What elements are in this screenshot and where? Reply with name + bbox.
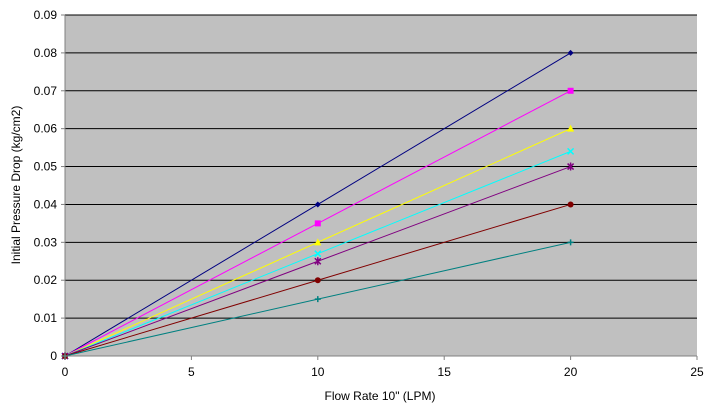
- plot-area: [65, 15, 697, 356]
- y-tick-label-0: 0: [50, 349, 57, 363]
- y-tick-label-7: 0.07: [34, 84, 58, 98]
- y-tick-label-3: 0.03: [34, 235, 58, 249]
- data-point-3-1: [314, 250, 322, 258]
- data-point-5-2: [567, 201, 574, 208]
- x-tick-labels: 0 5 10 15 20 25: [62, 356, 704, 379]
- x-tick-label-3: 15: [438, 365, 452, 379]
- data-point-2-2: [567, 124, 575, 132]
- data-point-6-1: [314, 296, 321, 303]
- data-point-0-1: [314, 201, 321, 208]
- data-point-3-2: [567, 147, 575, 155]
- data-point-1-1: [314, 220, 321, 227]
- y-tick-label-5: 0.05: [34, 160, 58, 174]
- y-tick-labels: 0 0.01 0.02 0.03 0.04 0.05 0.06 0.07 0.08 0.09: [34, 8, 65, 363]
- y-tick-label-1: 0.01: [34, 311, 58, 325]
- data-point-6-2: [567, 239, 574, 246]
- y-tick-label-2: 0.02: [34, 273, 58, 287]
- x-tick-label-1: 5: [188, 365, 195, 379]
- data-point-0-2: [567, 49, 574, 56]
- y-tick-label-9: 0.09: [34, 8, 58, 22]
- x-tick-label-4: 20: [564, 365, 578, 379]
- data-markers: [61, 49, 575, 360]
- y-tick-label-8: 0.08: [34, 46, 58, 60]
- x-tick-label-5: 25: [690, 365, 704, 379]
- data-point-2-1: [314, 238, 322, 246]
- y-axis-title: Initial Pressure Drop (kg/cm2): [9, 106, 23, 265]
- data-point-1-2: [567, 87, 574, 94]
- y-tick-label-4: 0.04: [34, 197, 58, 211]
- x-axis-title: Flow Rate 10" (LPM): [325, 389, 436, 403]
- x-tick-label-2: 10: [311, 365, 325, 379]
- data-point-4-1: [314, 257, 322, 266]
- y-tick-label-6: 0.06: [34, 122, 58, 136]
- data-point-4-2: [567, 162, 575, 171]
- data-point-5-1: [314, 277, 321, 284]
- x-tick-label-0: 0: [62, 365, 69, 379]
